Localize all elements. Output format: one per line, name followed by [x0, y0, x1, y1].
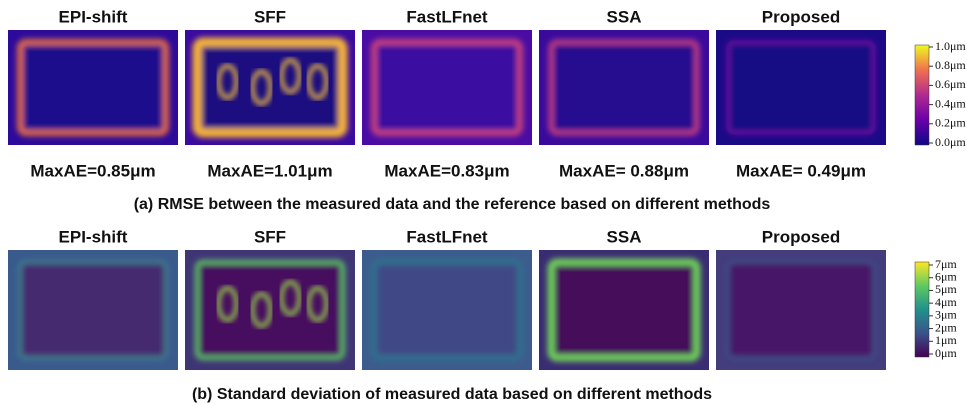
heatmap-panel [539, 30, 709, 145]
colorbar-label: 1.0μm [935, 39, 966, 53]
panel-title: SSA [607, 7, 642, 26]
max-error-label: MaxAE= 0.88μm [559, 161, 689, 180]
heatmap-panel [362, 250, 532, 370]
max-error-label: MaxAE=1.01μm [207, 161, 332, 180]
panel-title: SSA [607, 227, 642, 246]
heatmap-panel [185, 30, 355, 145]
colorbar-label: 0.2μm [935, 116, 966, 130]
heatmap-panel [716, 250, 886, 370]
panel-title: FastLFnet [406, 7, 488, 26]
heatmap-panel [362, 30, 532, 145]
panel-title: SFF [254, 227, 286, 246]
caption-b: (b) Standard deviation of measured data … [192, 386, 712, 403]
heatmap-panel [185, 250, 355, 370]
panel-title: EPI-shift [59, 227, 128, 246]
heatmap-frame [374, 42, 520, 133]
panel-title: SFF [254, 7, 286, 26]
heatmap-frame [728, 42, 874, 133]
heatmap-panel [8, 30, 178, 145]
colorbar-b [915, 262, 929, 357]
heatmap-panel [716, 30, 886, 145]
colorbar-a [915, 45, 929, 145]
colorbar-label: 0.4μm [935, 96, 966, 110]
heatmap-frame [551, 262, 697, 358]
heatmap-frame [374, 262, 520, 358]
colorbar-label: 0.0μm [935, 135, 966, 149]
panel-title: FastLFnet [406, 227, 488, 246]
colorbar-label: 0μm [935, 346, 957, 360]
caption-a: (a) RMSE between the measured data and t… [134, 196, 771, 213]
panel-title: Proposed [762, 7, 840, 26]
colorbar-label: 0.6μm [935, 77, 966, 91]
heatmap-frame [728, 262, 874, 358]
heatmap-panel [8, 250, 178, 370]
heatmap-panel [539, 250, 709, 370]
heatmap-frame [551, 42, 697, 133]
heatmap-frame [20, 262, 166, 358]
max-error-label: MaxAE= 0.49μm [736, 161, 866, 180]
colorbar-label: 0.8μm [935, 58, 966, 72]
heatmap-frame [20, 42, 166, 133]
max-error-label: MaxAE=0.85μm [30, 161, 155, 180]
figure: (a) RMSE between the measured data and t… [0, 0, 967, 406]
panel-title: Proposed [762, 227, 840, 246]
panel-title: EPI-shift [59, 7, 128, 26]
max-error-label: MaxAE=0.83μm [384, 161, 509, 180]
